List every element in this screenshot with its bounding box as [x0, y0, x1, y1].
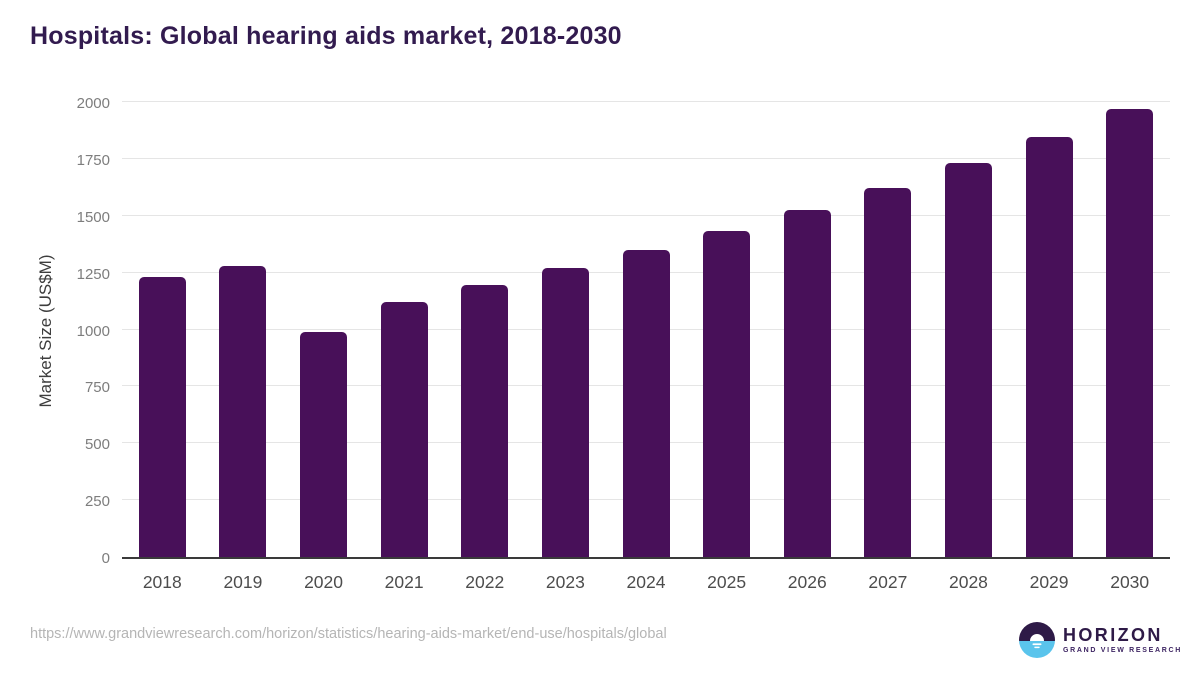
xtick-2030: 2030 — [1110, 572, 1150, 592]
bar-2019 — [219, 265, 267, 557]
xtick-2029: 2029 — [1029, 572, 1069, 592]
ytick-500: 500 — [84, 436, 110, 454]
xtick-2018: 2018 — [142, 572, 182, 592]
bar-2018 — [138, 277, 186, 557]
ytick-1750: 1750 — [76, 151, 110, 169]
ytick-1250: 1250 — [76, 265, 110, 283]
xtick-2024: 2024 — [626, 572, 666, 592]
brand-subtitle: GRAND VIEW RESEARCH — [1063, 647, 1183, 654]
brand-logo-text: HORIZON GRAND VIEW RESEARCH — [1063, 625, 1183, 655]
brand-name: HORIZON — [1063, 625, 1163, 645]
xtick-2020: 2020 — [304, 572, 343, 592]
xtick-2023: 2023 — [545, 572, 585, 592]
ytick-250: 250 — [84, 493, 110, 511]
brand-logo: HORIZON GRAND VIEW RESEARCH — [1019, 622, 1182, 658]
ytick-1500: 1500 — [76, 208, 110, 226]
ytick-1000: 1000 — [76, 322, 110, 340]
xtick-2025: 2025 — [707, 572, 747, 592]
ytick-750: 750 — [84, 379, 110, 397]
gridline-1750 — [122, 157, 1170, 159]
bar-2021 — [380, 302, 428, 557]
bar-2022 — [461, 285, 509, 557]
xtick-2028: 2028 — [948, 572, 988, 592]
bar-2023 — [541, 268, 589, 557]
xtick-2019: 2019 — [223, 572, 263, 592]
xtick-2022: 2022 — [465, 572, 505, 592]
ytick-2000: 2000 — [76, 95, 110, 112]
bar-2020 — [300, 331, 348, 557]
xtick-2026: 2026 — [787, 572, 827, 592]
source-url: https://www.grandviewresearch.com/horizo… — [30, 626, 667, 642]
horizon-sun-circle-icon — [1019, 622, 1055, 658]
bar-2024 — [622, 249, 670, 557]
bar-2029 — [1025, 137, 1073, 557]
gridline-2000 — [122, 101, 1170, 102]
bar-2027 — [864, 188, 912, 557]
bar-2028 — [944, 163, 992, 557]
ytick-0: 0 — [101, 550, 110, 567]
bar-2026 — [783, 210, 831, 557]
gridline-1500 — [122, 214, 1170, 216]
bar-2025 — [703, 230, 751, 557]
chart-title: Hospitals: Global hearing aids market, 2… — [30, 22, 622, 50]
bar-2030 — [1106, 108, 1154, 557]
xtick-2021: 2021 — [384, 572, 424, 592]
bar-chart-plot-area — [122, 101, 1170, 559]
xtick-2027: 2027 — [868, 572, 908, 592]
